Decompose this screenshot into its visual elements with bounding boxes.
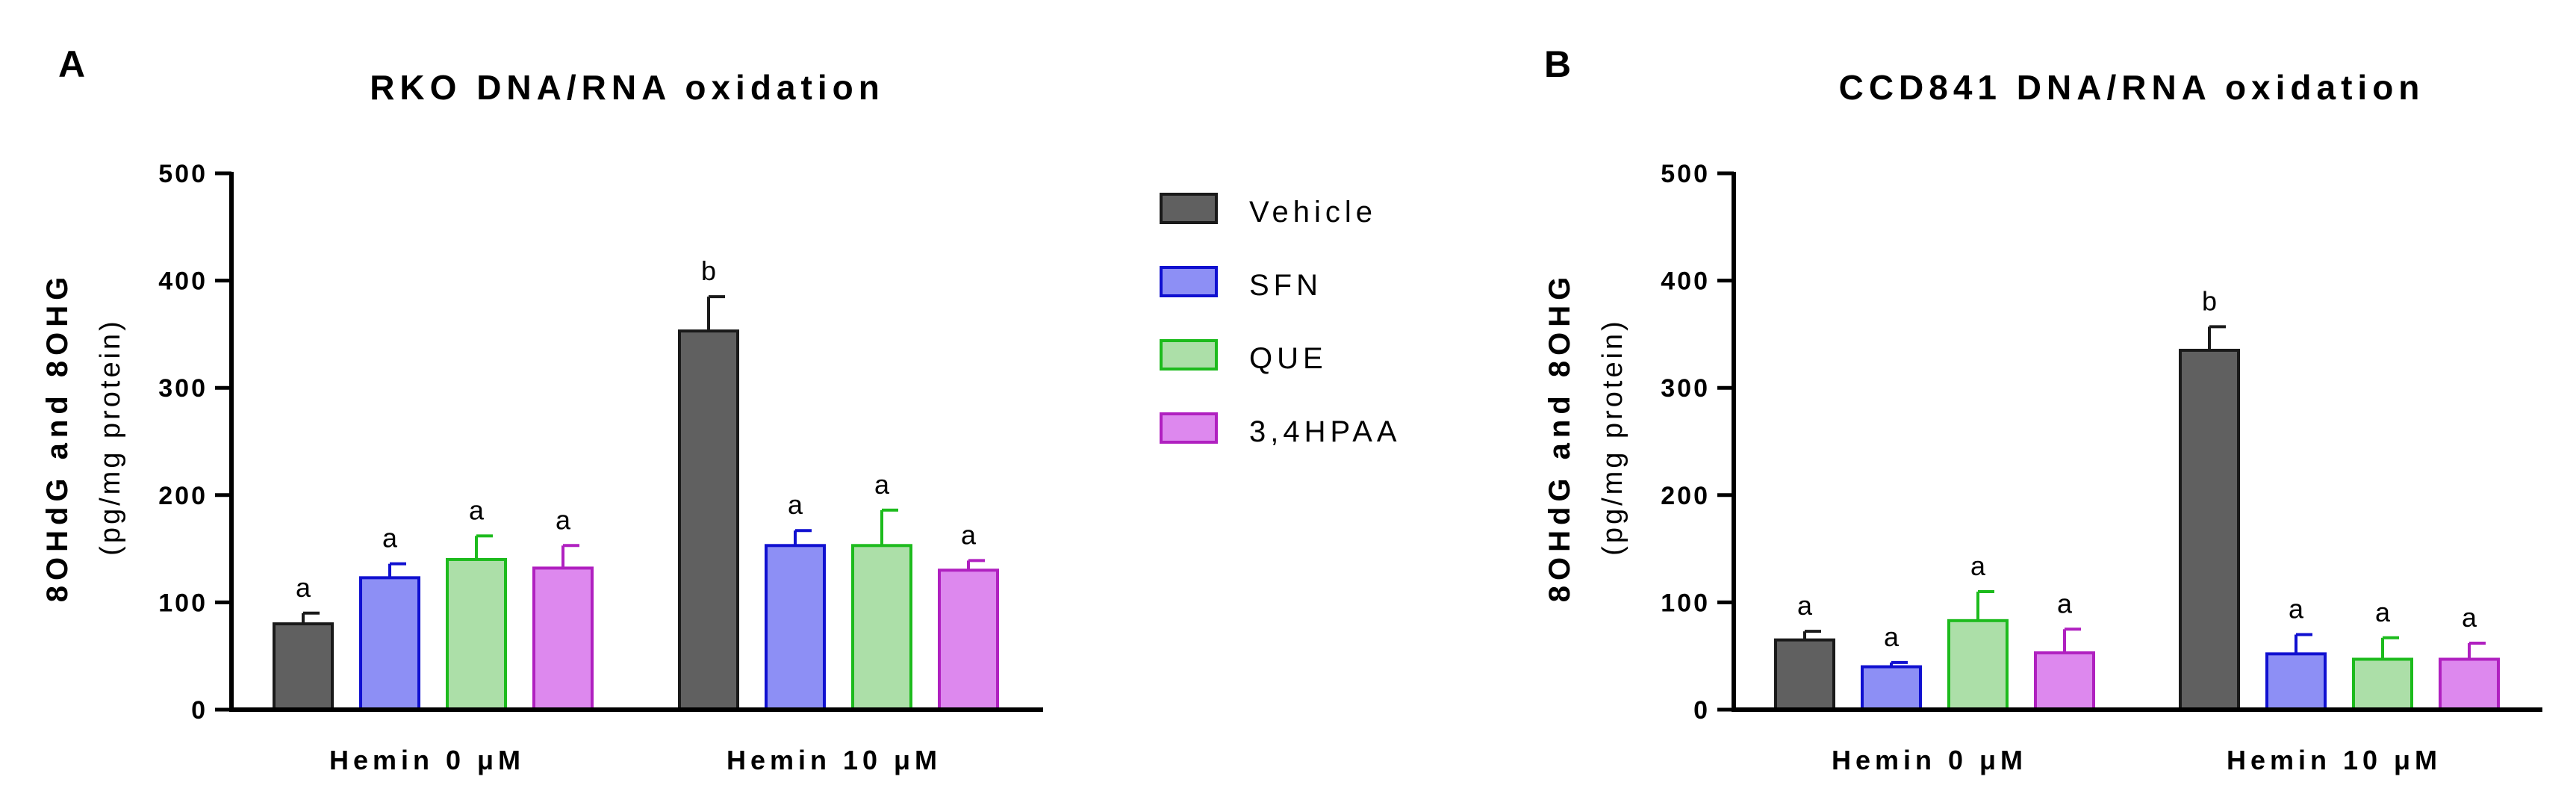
panel-b-y-tick-label: 0 [1693,696,1710,725]
panel-a-hemin-10-m-3-4hpaa-bar [938,568,999,711]
panel-b-hemin-10-m-sfn-bar [2265,652,2327,711]
panel-a-label: A [58,43,85,85]
panel-b-hemin-0-m-vehicle-sig-label: a [1797,590,1813,621]
panel-b-y-tick-label: 100 [1661,589,1710,617]
panel-b-ylabel: 8OHdG and 8OHG [1543,272,1576,603]
panel-b-y-tick-label: 500 [1661,160,1710,188]
legend-label-que: QUE [1249,342,1328,375]
panel-a-plot: a a a a Hemin 0 μM b a a a Hemin 10 μM 0 100 200 300 4… [158,160,1043,775]
panel-b-category-label: Hemin 10 μM [2227,745,2442,775]
panel-b-hemin-0-m-que-bar [1947,619,2009,712]
panel-b-hemin-0-m-que-sig-label: a [1970,551,1986,581]
panel-b-hemin-10-m-3-4hpaa-bar [2439,657,2500,711]
panel-a-hemin-0-m-sfn-sig-label: a [382,523,398,554]
panel-a-category-label: Hemin 10 μM [727,745,942,775]
panel-a-hemin-10-m-vehicle-sig-label: b [701,255,716,286]
panel-b-label: B [1544,43,1571,85]
panel-a-hemin-10-m-vehicle-bar [678,329,739,711]
panel-b-hemin-0-m-3-4hpaa-sig-label: a [2057,588,2073,619]
panel-a-hemin-10-m-sfn-bar [765,544,826,711]
panel-b-ylabel-unit: (pg/mg protein) [1597,318,1628,556]
panel-a-ylabel-unit: (pg/mg protein) [95,318,126,556]
panel-b-hemin-10-m-vehicle-bar [2179,348,2240,711]
panel-b-hemin-0-m-vehicle-bar [1774,638,1835,711]
panel-b-hemin-10-m-que-sig-label: a [2375,597,2391,627]
panel-b-y-tick-label: 300 [1661,374,1710,403]
panel-a-hemin-10-m-sfn-sig-label: a [788,489,803,520]
panel-b-plot: a a a a Hemin 0 μM b a a a Hemin 10 μM 0 100 200 300 4… [1661,160,2542,775]
panel-a-hemin-10-m-que-sig-label: a [874,469,890,500]
panel-a-hemin-0-m-vehicle-bar [273,622,334,711]
panel-b-y-tick-label: 200 [1661,482,1710,510]
panel-a-y-tick-label: 200 [158,482,208,510]
legend: Vehicle SFN QUE 3,4HPAA [1160,193,1401,448]
panel-a-y-tick-label: 300 [158,374,208,403]
panel-b-hemin-0-m-3-4hpaa-bar [2034,651,2095,712]
panel-a-title: RKO DNA/RNA oxidation [370,68,885,107]
panel-a-hemin-0-m-que-sig-label: a [469,495,485,525]
panel-b-category-label: Hemin 0 μM [1832,745,2027,775]
panel-a-hemin-10-m-que-bar [851,544,912,711]
panel-a-y-tick-label: 500 [158,160,208,188]
panel-b-hemin-10-m-vehicle-sig-label: b [2202,285,2217,316]
panel-a-hemin-0-m-sfn-bar [359,576,420,712]
legend-swatch-34hpaa [1160,412,1218,444]
panel-b-hemin-0-m-sfn-sig-label: a [1884,622,1900,652]
legend-swatch-vehicle [1160,193,1218,224]
panel-b-hemin-0-m-sfn-bar [1861,665,1922,711]
panel-a-hemin-0-m-que-bar [446,557,507,712]
panel-b-hemin-10-m-sfn-sig-label: a [2289,593,2304,624]
panel-a-y-tick-label: 100 [158,589,208,617]
panel-a-hemin-0-m-3-4hpaa-bar [532,566,594,711]
panel-a-y-tick-label: 0 [191,696,208,725]
panel-b-title: CCD841 DNA/RNA oxidation [1839,68,2425,107]
panel-a-hemin-10-m-3-4hpaa-sig-label: a [961,519,977,550]
panel-a-y-tick-label: 400 [158,267,208,296]
legend-label-34hpaa: 3,4HPAA [1249,415,1401,448]
panel-b-hemin-10-m-que-bar [2352,657,2413,711]
legend-swatch-que [1160,339,1218,371]
panel-b-hemin-10-m-3-4hpaa-sig-label: a [2462,602,2477,633]
legend-swatch-sfn [1160,266,1218,297]
panel-a-ylabel: 8OHdG and 8OHG [41,272,74,603]
legend-label-vehicle: Vehicle [1249,196,1377,229]
legend-label-sfn: SFN [1249,269,1322,302]
panel-a-hemin-0-m-vehicle-sig-label: a [296,572,311,603]
panel-a-category-label: Hemin 0 μM [329,745,525,775]
panel-b-y-tick-label: 400 [1661,267,1710,296]
panel-a-hemin-0-m-3-4hpaa-sig-label: a [556,504,571,535]
